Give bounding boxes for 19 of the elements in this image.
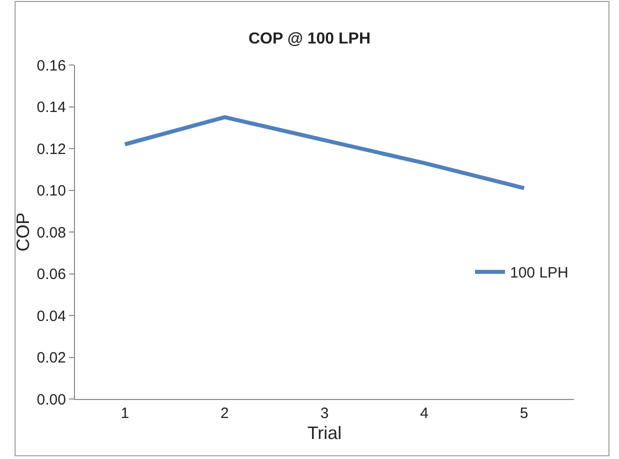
y-tick-label: 0.06 bbox=[36, 266, 66, 283]
x-tick-label: 5 bbox=[520, 405, 528, 422]
y-tick-label: 0.08 bbox=[36, 224, 66, 242]
y-tick-label: 0.04 bbox=[36, 308, 66, 325]
x-tick-label: 2 bbox=[220, 405, 229, 422]
y-tick-label: 0.12 bbox=[36, 140, 66, 158]
x-tick-label: 4 bbox=[420, 405, 428, 422]
x-tick-label: 3 bbox=[320, 405, 329, 422]
legend-label: 100 LPH bbox=[510, 264, 568, 282]
x-axis-title: Trial bbox=[307, 423, 342, 444]
chart-title: COP @ 100 LPH bbox=[248, 30, 371, 48]
x-tick-label: 1 bbox=[120, 405, 130, 422]
y-axis-title: COP bbox=[12, 212, 33, 252]
y-tick-label: 0.10 bbox=[36, 182, 66, 200]
y-tick-label: 0.02 bbox=[36, 350, 66, 366]
y-tick-label: 0.00 bbox=[36, 391, 66, 408]
y-tick-label: 0.16 bbox=[36, 57, 66, 74]
y-tick-label: 0.14 bbox=[36, 99, 66, 116]
line-series bbox=[122, 115, 526, 190]
